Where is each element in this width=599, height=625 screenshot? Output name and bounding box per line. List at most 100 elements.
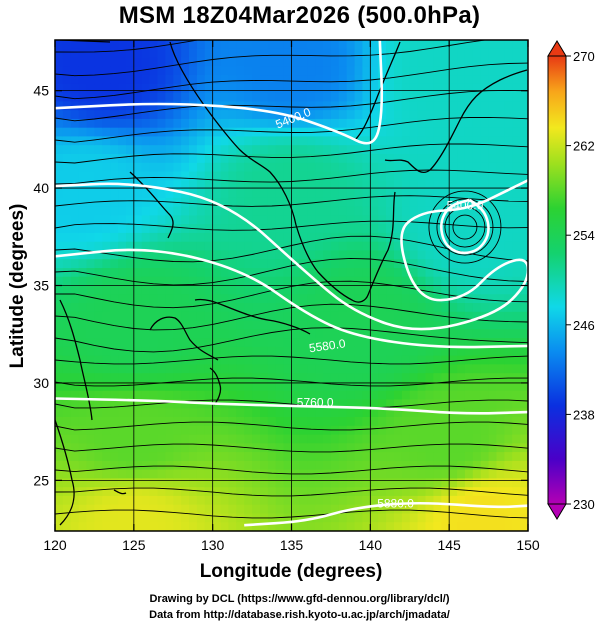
field-cell: [299, 355, 308, 365]
field-cell: [354, 127, 364, 138]
field-cell: [433, 75, 442, 85]
field-cell: [433, 180, 442, 190]
field-cell: [417, 206, 427, 216]
field-cell: [173, 232, 182, 243]
field-cell: [141, 40, 151, 50]
field-cell: [267, 381, 277, 392]
field-cell: [417, 381, 427, 392]
field-cell: [110, 504, 119, 515]
field-cell: [464, 232, 474, 243]
field-cell: [323, 83, 332, 94]
field-cell: [260, 232, 269, 243]
field-cell: [386, 434, 395, 444]
field-cell: [354, 110, 364, 120]
field-cell: [252, 118, 261, 129]
field-cell: [496, 434, 505, 444]
field-cell: [196, 48, 206, 59]
field-cell: [346, 75, 356, 85]
field-cell: [457, 320, 466, 330]
field-cell: [362, 206, 371, 216]
field-cell: [441, 101, 450, 111]
field-cell: [417, 504, 427, 515]
field-cell: [441, 259, 450, 269]
field-cell: [244, 434, 253, 444]
field-cell: [181, 399, 190, 409]
page-title: MSM 18Z04Mar2026 (500.0hPa): [118, 2, 481, 29]
field-cell: [299, 399, 308, 409]
field-cell: [204, 303, 214, 313]
field-cell: [149, 495, 159, 506]
field-cell: [504, 83, 513, 94]
field-cell: [165, 162, 174, 173]
field-cell: [323, 329, 332, 339]
field-cell: [62, 504, 72, 515]
field-cell: [102, 381, 111, 392]
field-cell: [196, 469, 206, 479]
field-cell: [346, 66, 356, 76]
field-cell: [488, 311, 498, 322]
field-cell: [370, 364, 379, 374]
field-cell: [520, 171, 528, 181]
field-cell: [173, 478, 182, 488]
field-cell: [181, 311, 190, 322]
field-cell: [299, 329, 308, 339]
field-cell: [504, 495, 513, 506]
field-cell: [299, 206, 308, 216]
field-cell: [449, 285, 458, 295]
field-cell: [299, 189, 308, 199]
field-cell: [157, 504, 166, 515]
field-cell: [512, 469, 521, 479]
field-cell: [330, 294, 340, 304]
field-cell: [157, 355, 166, 365]
field-cell: [244, 48, 253, 59]
field-cell: [157, 399, 166, 409]
field-cell: [220, 40, 230, 50]
field-cell: [110, 373, 119, 383]
field-cell: [173, 346, 182, 357]
field-cell: [94, 285, 103, 295]
field-cell: [330, 83, 340, 94]
field-cell: [118, 154, 127, 164]
field-cell: [307, 180, 316, 190]
field-cell: [409, 478, 419, 488]
field-cell: [386, 338, 395, 348]
field-cell: [417, 154, 427, 164]
field-cell: [110, 434, 119, 444]
field-cell: [441, 443, 450, 453]
field-cell: [386, 346, 395, 357]
field-cell: [464, 215, 474, 225]
field-cell: [236, 180, 245, 190]
field-cell: [228, 478, 237, 488]
field-cell: [102, 355, 111, 365]
field-cell: [78, 40, 88, 50]
field-cell: [70, 478, 80, 488]
field-cell: [417, 180, 427, 190]
field-cell: [62, 224, 72, 234]
field-cell: [204, 285, 214, 295]
field-cell: [299, 118, 308, 129]
field-cell: [173, 136, 182, 146]
field-cell: [370, 154, 379, 164]
field-cell: [133, 171, 143, 181]
field-cell: [212, 443, 222, 453]
field-cell: [220, 338, 230, 348]
field-cell: [394, 180, 403, 190]
field-cell: [189, 66, 198, 76]
field-cell: [110, 417, 119, 427]
field-cell: [204, 171, 214, 181]
field-cell: [520, 57, 528, 67]
field-cell: [228, 136, 237, 146]
field-cell: [196, 504, 206, 515]
field-cell: [94, 329, 103, 339]
field-cell: [236, 408, 245, 418]
field-cell: [464, 381, 474, 392]
field-cell: [409, 224, 419, 234]
field-cell: [252, 329, 261, 339]
field-cell: [189, 443, 198, 453]
field-cell: [394, 136, 403, 146]
field-cell: [260, 408, 269, 418]
field-cell: [110, 513, 119, 523]
field-cell: [433, 460, 442, 471]
field-cell: [181, 162, 190, 173]
field-cell: [457, 276, 466, 287]
